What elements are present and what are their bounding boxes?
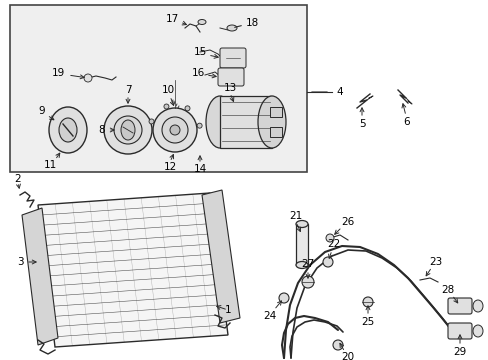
Text: 26: 26: [341, 217, 354, 227]
Text: 3: 3: [17, 257, 23, 267]
Polygon shape: [38, 193, 227, 347]
Ellipse shape: [205, 96, 234, 148]
Bar: [220, 96, 271, 148]
Ellipse shape: [472, 325, 482, 337]
Text: 2: 2: [15, 174, 21, 184]
Circle shape: [84, 74, 92, 82]
Text: 13: 13: [223, 83, 236, 93]
Ellipse shape: [59, 118, 77, 142]
Text: 14: 14: [193, 164, 206, 174]
Bar: [269, 127, 282, 137]
Ellipse shape: [472, 300, 482, 312]
Bar: [295, 224, 307, 265]
Ellipse shape: [121, 120, 135, 140]
Text: 6: 6: [403, 117, 409, 127]
Text: 17: 17: [165, 14, 178, 24]
Text: 20: 20: [341, 352, 354, 360]
Circle shape: [362, 297, 372, 307]
Bar: [10, 5, 306, 172]
Circle shape: [163, 104, 168, 109]
Text: 5: 5: [358, 119, 365, 129]
Ellipse shape: [49, 107, 87, 153]
Text: 24: 24: [263, 311, 276, 321]
Polygon shape: [202, 190, 240, 323]
Circle shape: [104, 106, 152, 154]
Text: 22: 22: [326, 239, 340, 249]
Text: 4: 4: [336, 87, 343, 97]
Circle shape: [162, 117, 187, 143]
Circle shape: [153, 108, 197, 152]
Ellipse shape: [295, 220, 307, 228]
Text: 25: 25: [361, 317, 374, 327]
Text: 27: 27: [301, 259, 314, 269]
Text: 10: 10: [161, 85, 174, 95]
Ellipse shape: [226, 25, 237, 31]
Text: 19: 19: [51, 68, 64, 78]
Text: 23: 23: [428, 257, 442, 267]
Polygon shape: [22, 208, 58, 345]
Circle shape: [323, 257, 332, 267]
Text: 8: 8: [99, 125, 105, 135]
Text: 12: 12: [163, 162, 176, 172]
FancyBboxPatch shape: [447, 323, 471, 339]
Text: 18: 18: [245, 18, 258, 28]
FancyBboxPatch shape: [218, 68, 244, 86]
Text: 11: 11: [43, 160, 57, 170]
Text: 1: 1: [224, 305, 231, 315]
Text: 15: 15: [193, 47, 206, 57]
Text: 9: 9: [39, 106, 45, 116]
Text: 29: 29: [452, 347, 466, 357]
Circle shape: [332, 340, 342, 350]
Circle shape: [325, 234, 333, 242]
FancyBboxPatch shape: [220, 48, 245, 68]
Circle shape: [170, 125, 180, 135]
Ellipse shape: [198, 19, 205, 24]
Circle shape: [149, 119, 154, 124]
Ellipse shape: [258, 96, 285, 148]
Circle shape: [279, 293, 288, 303]
Circle shape: [302, 276, 313, 288]
Text: 16: 16: [191, 68, 204, 78]
Text: 21: 21: [289, 211, 302, 221]
FancyBboxPatch shape: [447, 298, 471, 314]
Circle shape: [114, 116, 142, 144]
Circle shape: [184, 106, 190, 111]
Bar: [269, 107, 282, 117]
Text: 7: 7: [124, 85, 131, 95]
Text: 28: 28: [441, 285, 454, 295]
Ellipse shape: [295, 261, 307, 269]
Circle shape: [197, 123, 202, 128]
